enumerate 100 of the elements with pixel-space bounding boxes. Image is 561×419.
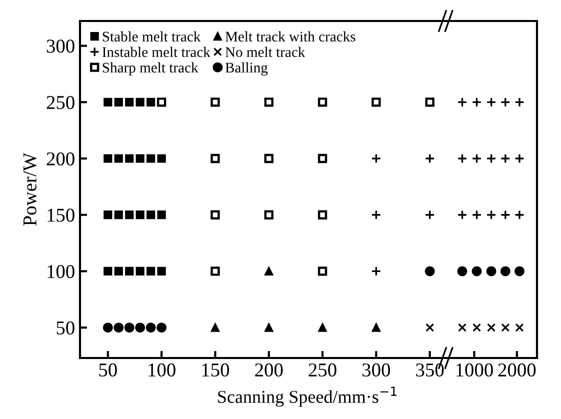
point: [136, 154, 144, 163]
point: [264, 98, 274, 107]
point: [114, 154, 123, 163]
x-tick-label: 50: [99, 363, 117, 377]
point: [136, 266, 144, 276]
point: [500, 210, 510, 220]
point: [472, 154, 482, 164]
point: [472, 266, 482, 276]
point: [136, 98, 144, 106]
point: [157, 266, 166, 276]
point: [514, 97, 524, 108]
legend-label: Sharp melt track: [102, 62, 198, 76]
point: [156, 98, 166, 107]
point: [457, 97, 468, 108]
x-tick-label: 100: [148, 363, 176, 377]
point: [114, 322, 124, 333]
y-tick-label: 100: [48, 265, 74, 278]
point: [500, 154, 510, 164]
x-tick-label: 250: [308, 363, 336, 377]
point: [146, 98, 156, 106]
point: [424, 154, 435, 164]
legend-label: Melt track with cracks: [225, 31, 356, 42]
legend-label: Balling: [225, 62, 268, 76]
point: [264, 266, 274, 276]
point: [146, 266, 156, 276]
point: [135, 322, 146, 333]
point: [124, 322, 134, 333]
point: [125, 210, 134, 220]
point: [318, 154, 328, 164]
point: [210, 154, 220, 164]
point: [457, 210, 468, 220]
point: [424, 210, 435, 220]
y-tick-label: 150: [48, 208, 74, 222]
point: [157, 210, 166, 220]
point: [104, 98, 112, 106]
point: [515, 323, 524, 332]
point: [264, 210, 274, 220]
point: [318, 98, 328, 107]
point: [486, 210, 496, 220]
point: [472, 323, 482, 332]
point: [125, 98, 134, 106]
point: [424, 266, 435, 276]
point: [372, 98, 381, 107]
point: [104, 154, 112, 163]
point: [210, 323, 220, 332]
point: [458, 323, 467, 332]
x-tick-label: 200: [255, 363, 283, 377]
legend-label: Stable melt track: [102, 31, 201, 42]
point: [104, 210, 112, 220]
x-tick-label: 350: [416, 363, 444, 377]
point: [486, 154, 496, 164]
point: [514, 210, 524, 220]
x-tick-label: 150: [202, 363, 230, 377]
point: [457, 266, 468, 276]
point: [125, 266, 134, 276]
point: [114, 266, 123, 276]
y-tick-label: 200: [46, 152, 74, 166]
legend-label: Instable melt track: [102, 46, 210, 58]
point: [146, 154, 156, 163]
y-tick-label: 300: [46, 40, 74, 53]
point: [514, 154, 524, 164]
point: [472, 97, 482, 108]
x-tick-label: 2000: [498, 363, 536, 377]
point: [318, 210, 328, 220]
point: [146, 210, 156, 220]
point: [318, 323, 327, 332]
point: [125, 154, 134, 163]
point: [264, 323, 274, 332]
point: [104, 266, 112, 276]
point: [114, 98, 123, 106]
point: [500, 97, 510, 108]
point: [425, 98, 434, 107]
point: [472, 210, 482, 220]
point: [136, 210, 144, 220]
point: [318, 266, 328, 276]
point: [114, 210, 123, 220]
point: [156, 322, 167, 333]
point: [210, 266, 220, 276]
legend-label: No melt track: [225, 46, 306, 58]
point: [210, 98, 220, 107]
point: [457, 154, 468, 164]
point: [372, 323, 380, 332]
y-tick-label: 50: [56, 321, 74, 335]
point: [371, 266, 382, 276]
point: [486, 266, 496, 276]
point: [146, 322, 156, 333]
x-tick-label: 300: [362, 363, 390, 377]
point: [486, 97, 496, 108]
point: [514, 266, 524, 276]
x-axis-title: Scanning Speed/mm·s$^{−1}$: [218, 386, 397, 407]
point: [371, 210, 382, 220]
point: [486, 323, 496, 332]
x-tick-label: 1000: [456, 363, 493, 377]
point: [426, 323, 434, 332]
point: [157, 154, 166, 163]
point: [501, 323, 510, 332]
point: [264, 154, 274, 164]
y-axis-title: Power/W: [23, 152, 37, 226]
point: [102, 322, 113, 333]
point: [210, 210, 220, 220]
